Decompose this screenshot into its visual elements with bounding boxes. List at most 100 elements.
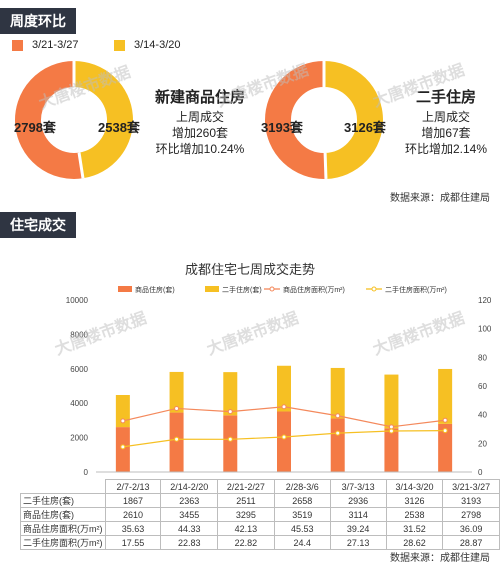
bar-second-hand xyxy=(330,367,345,419)
bar-new-homes xyxy=(438,423,453,472)
legend-label: 二手住房(套) xyxy=(222,285,262,294)
table-cell: 28.62 xyxy=(385,535,444,550)
donut-new-current-label: 2798套 xyxy=(14,120,56,135)
table-row-label: 二手住房面积(万m²) xyxy=(20,535,106,550)
source-note-bottom: 数据来源：成都住建局 xyxy=(390,553,490,564)
table-header-cell: 2/14-2/20 xyxy=(160,479,219,494)
second-hand-line1: 上周成交 xyxy=(421,110,470,124)
legend-label: 商品住房(套) xyxy=(135,285,175,294)
right-axis-tick: 80 xyxy=(478,353,487,362)
new-homes-summary: 新建商品住房 上周成交 增加260套 环比增加10.24% xyxy=(150,87,250,157)
table-row-label: 二手住房(套) xyxy=(20,493,106,508)
table-cell: 3455 xyxy=(160,507,219,522)
table-row: 二手住房(套) 1867 2363 2511 2658 2936 3126 3193 xyxy=(20,493,500,508)
table-row: 商品住房(套) 2610 3455 3295 3519 3114 2538 2798 xyxy=(20,507,500,522)
line-point xyxy=(335,413,341,419)
legend-swatch xyxy=(118,286,132,292)
bar-new-homes xyxy=(223,415,238,472)
legend-swatch-previous xyxy=(114,39,125,51)
legend-swatch xyxy=(205,286,219,292)
table-cell: 3519 xyxy=(273,507,331,522)
right-axis-tick: 0 xyxy=(478,468,483,477)
table-header-cell: 3/14-3/20 xyxy=(385,479,444,494)
line-point xyxy=(174,436,180,442)
legend-label: 商品住房面积(万m²) xyxy=(283,285,345,294)
table-header-cell: 2/21-2/27 xyxy=(217,479,275,494)
left-axis-tick: 8000 xyxy=(70,330,88,339)
second-hand-line2: 增加67套 xyxy=(421,126,471,140)
left-axis-tick: 0 xyxy=(84,468,89,477)
bar-new-homes xyxy=(115,427,130,472)
table-cell: 2936 xyxy=(329,493,387,508)
data-table-wrap: 2/7-2/13 2/14-2/20 2/21-2/27 2/28-3/6 3/7-3/… xyxy=(20,479,500,550)
right-axis-tick: 20 xyxy=(478,439,487,448)
legend-label: 二手住房面积(万m²) xyxy=(385,285,447,294)
new-homes-line3: 环比增加10.24% xyxy=(155,142,245,156)
line-point xyxy=(120,444,126,450)
table-corner xyxy=(21,480,106,494)
chart-title: 成都住宅七周成交走势 xyxy=(185,262,315,277)
table-header-cell: 2/7-2/13 xyxy=(104,479,162,494)
table-cell: 45.53 xyxy=(273,521,331,536)
line-point xyxy=(227,436,233,442)
left-axis-tick: 10000 xyxy=(66,296,89,305)
table-cell: 17.55 xyxy=(104,535,162,550)
left-axis-tick: 6000 xyxy=(70,365,88,374)
line-point xyxy=(335,430,341,436)
left-axis-tick: 4000 xyxy=(70,399,88,408)
right-axis-tick: 40 xyxy=(478,411,487,420)
table-cell: 31.52 xyxy=(385,521,444,536)
legend-marker xyxy=(269,286,275,292)
table-cell: 44.33 xyxy=(160,521,219,536)
source-note-weekly: 数据来源：成都住建局 xyxy=(390,193,490,204)
donut-chart-second-hand xyxy=(265,61,383,180)
bar-new-homes xyxy=(277,411,291,472)
table-cell: 2658 xyxy=(273,493,331,508)
table-header-cell: 3/7-3/13 xyxy=(329,479,387,494)
right-axis-tick: 120 xyxy=(478,296,492,305)
legend-label-current: 3/21-3/27 xyxy=(32,39,79,51)
right-axis-tick: 100 xyxy=(478,325,492,334)
table-cell: 3126 xyxy=(385,493,444,508)
donut-second-previous-label: 3126套 xyxy=(344,120,386,135)
donut-slice-previous xyxy=(73,61,133,179)
legend-current: 3/21-3/27 xyxy=(12,39,78,51)
bar-new-homes xyxy=(330,418,345,472)
table-cell: 22.82 xyxy=(217,535,275,550)
line-point xyxy=(120,418,126,424)
table-cell: 3295 xyxy=(217,507,275,522)
new-homes-line2: 增加260套 xyxy=(171,126,229,140)
donut-second-current-label: 3193套 xyxy=(261,120,303,135)
bar-second-hand xyxy=(277,365,291,412)
line-point xyxy=(442,428,448,434)
table-cell: 22.83 xyxy=(160,535,219,550)
second-hand-title: 二手住房 xyxy=(415,89,476,106)
legend-swatch-current xyxy=(12,39,23,51)
table-cell: 1867 xyxy=(104,493,162,508)
legend-marker xyxy=(371,286,377,292)
table-cell: 35.63 xyxy=(104,521,162,536)
new-homes-title: 新建商品住房 xyxy=(154,89,245,106)
second-hand-summary: 二手住房 上周成交 增加67套 环比增加2.14% xyxy=(398,87,494,157)
donut-new-previous-label: 2538套 xyxy=(98,120,140,135)
legend-previous: 3/14-3/20 xyxy=(114,39,180,51)
donut-chart-new-homes xyxy=(15,61,133,179)
donut-slice-current xyxy=(15,61,83,179)
bar-second-hand xyxy=(169,371,184,413)
table-row-label: 商品住房面积(万m²) xyxy=(20,521,106,536)
table-header-cell: 2/28-3/6 xyxy=(273,479,331,494)
table-cell: 2610 xyxy=(104,507,162,522)
second-hand-line3: 环比增加2.14% xyxy=(404,142,488,156)
line-point xyxy=(388,428,394,434)
line-point xyxy=(281,434,287,440)
section-title-weekly: 周度环比 xyxy=(0,8,76,34)
bar-second-hand xyxy=(223,372,238,416)
bar-second-hand xyxy=(384,374,399,429)
new-homes-line1: 上周成交 xyxy=(175,110,224,124)
table-cell: 2363 xyxy=(160,493,219,508)
table-cell: 2511 xyxy=(217,493,275,508)
data-table: 2/7-2/13 2/14-2/20 2/21-2/27 2/28-3/6 3/7-3/… xyxy=(20,479,500,550)
table-cell: 27.13 xyxy=(329,535,387,550)
line-point xyxy=(442,417,448,423)
